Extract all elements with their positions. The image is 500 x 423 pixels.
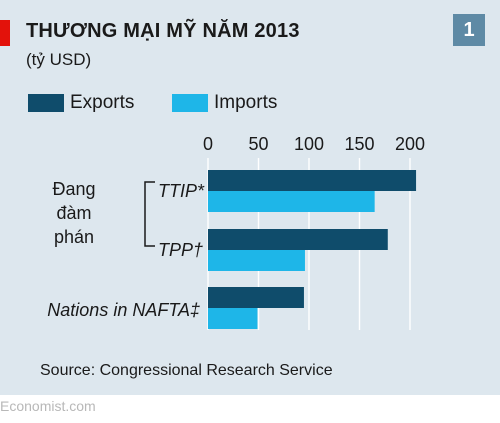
legend-swatch-exports <box>28 94 64 112</box>
category-label-nafta: Nations in NAFTA‡ <box>47 300 200 320</box>
bar-exports <box>208 287 304 308</box>
chart-title: THƯƠNG MẠI MỸ NĂM 2013 <box>26 20 300 42</box>
x-tick-label: 200 <box>395 134 425 154</box>
legend-label-exports: Exports <box>70 92 135 113</box>
legend-swatch-imports <box>172 94 208 112</box>
bar-exports <box>208 229 388 250</box>
chart-number-badge: 1 <box>453 14 485 46</box>
bar-imports <box>208 250 305 271</box>
bar-exports <box>208 170 417 191</box>
category-label-tpp: TPP† <box>158 240 203 260</box>
group-label-line: đàm <box>56 203 91 223</box>
x-tick-label: 100 <box>294 134 324 154</box>
brand-tab <box>0 20 10 46</box>
category-label-ttip: TTIP* <box>158 181 205 201</box>
x-tick-label: 150 <box>344 134 374 154</box>
group-label-line: phán <box>54 227 94 247</box>
group-bracket <box>144 181 155 247</box>
source-note: Source: Congressional Research Service <box>40 362 333 379</box>
x-tick-label: 50 <box>248 134 268 154</box>
legend-exports: Exports <box>28 92 134 114</box>
chart-subtitle: (tỷ USD) <box>26 50 92 69</box>
bar-chart: 0 50 100 150 200 TTIP* TPP† Nations in NAFTA‡ Đa… <box>47 134 425 330</box>
bar-imports <box>208 308 258 329</box>
group-label-line: Đang <box>52 179 95 199</box>
legend-label-imports: Imports <box>214 92 278 113</box>
legend-imports: Imports <box>172 92 277 114</box>
bar-imports <box>208 191 375 212</box>
x-tick-label: 0 <box>203 134 213 154</box>
economist-logo: Economist.com <box>0 398 96 414</box>
